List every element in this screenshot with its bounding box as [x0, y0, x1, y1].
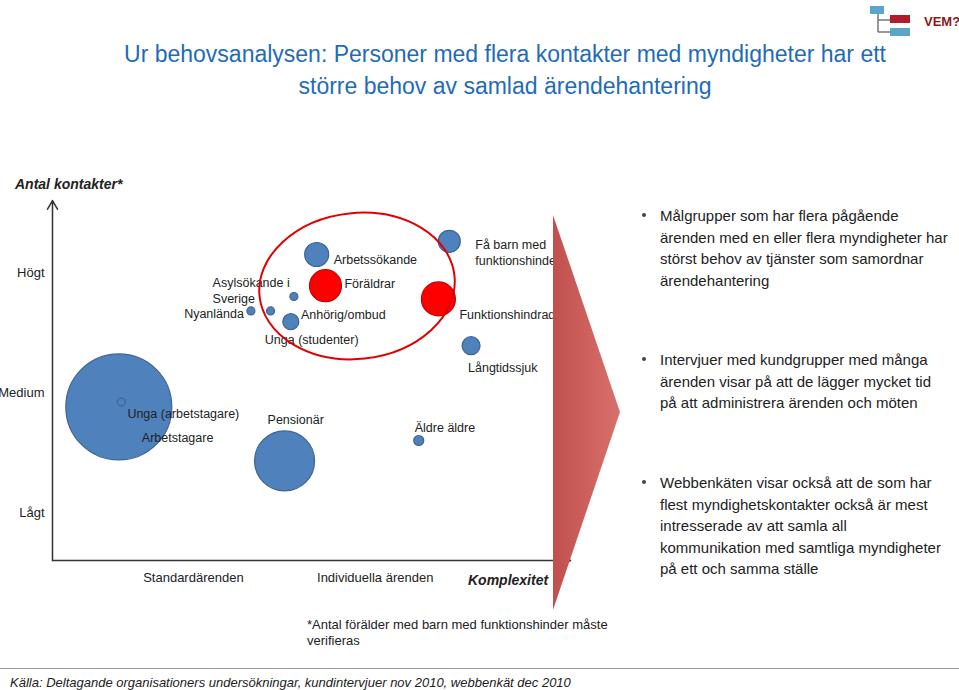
html-text:Antal kontakter*: Antal kontakter*	[15, 176, 123, 192]
svg-text:Unga (studenter): Unga (studenter)	[265, 333, 359, 347]
svg-text:Standardärenden: Standardärenden	[143, 570, 243, 585]
svg-text:Nyanlända: Nyanlända	[184, 307, 244, 321]
svg-text:Asylsökande iSverige: Asylsökande iSverige	[213, 276, 290, 306]
svg-text:Individuella ärenden: Individuella ärenden	[317, 570, 433, 585]
html-text:Webbenkäten visar också att de: Webbenkäten visar också att de som har f…	[660, 474, 941, 577]
html-text:Komplexitet: Komplexitet	[468, 572, 549, 588]
svg-text:Långtidssjuk: Långtidssjuk	[468, 361, 538, 375]
html-text:*Antal förälder med barn med f: *Antal förälder med barn med funktionshi…	[307, 617, 608, 648]
svg-text:Arbetstagare: Arbetstagare	[142, 431, 214, 445]
svg-text:Få barn medfunktionshinder*: Få barn medfunktionshinder*	[475, 238, 565, 268]
svg-text:Lågt: Lågt	[19, 505, 45, 520]
html-text:Källa: Deltagande organisation: Källa: Deltagande organisationers unders…	[10, 675, 571, 690]
svg-text:Pensionär: Pensionär	[268, 413, 324, 427]
html-text:Intervjuer med kundgrupper med: Intervjuer med kundgrupper med många äre…	[660, 351, 931, 411]
svg-text:Föräldrar: Föräldrar	[344, 277, 395, 291]
svg-text:Medium: Medium	[0, 385, 45, 400]
html-text:Ur behovsanalysen: Personer me: Ur behovsanalysen: Personer med flera ko…	[124, 41, 886, 99]
svg-text:Äldre äldre: Äldre äldre	[415, 421, 475, 435]
html-text:Målgrupper som har flera pågåe: Målgrupper som har flera pågående ärende…	[660, 207, 948, 289]
svg-text:Anhörig/ombud: Anhörig/ombud	[301, 308, 386, 322]
svg-text:Högt: Högt	[17, 265, 45, 280]
svg-text:Funktionshindrad: Funktionshindrad	[459, 308, 555, 322]
svg-text:Arbetssökande: Arbetssökande	[334, 253, 417, 267]
svg-text:Unga (arbetstagare): Unga (arbetstagare)	[127, 407, 239, 421]
